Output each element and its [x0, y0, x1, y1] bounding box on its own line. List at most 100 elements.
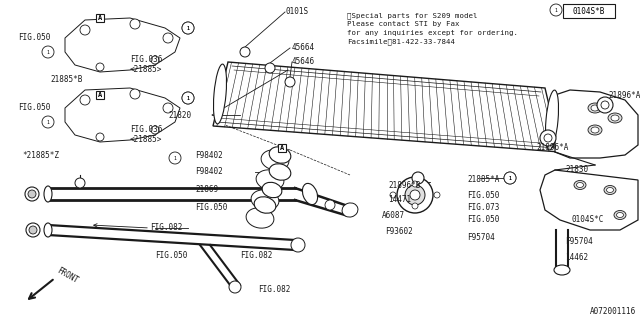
Circle shape	[229, 281, 241, 293]
Text: A: A	[98, 92, 102, 98]
Ellipse shape	[611, 115, 619, 121]
Circle shape	[163, 103, 173, 113]
Text: F95704: F95704	[565, 237, 593, 246]
Ellipse shape	[574, 180, 586, 189]
Text: 0101S: 0101S	[286, 7, 309, 17]
Text: <21885>: <21885>	[130, 135, 163, 145]
Ellipse shape	[545, 90, 559, 150]
Circle shape	[285, 77, 295, 87]
Circle shape	[26, 223, 40, 237]
Text: 45664: 45664	[292, 44, 315, 52]
Text: 1: 1	[47, 50, 49, 54]
Circle shape	[434, 192, 440, 198]
Ellipse shape	[262, 182, 282, 198]
Text: 21885*A: 21885*A	[467, 175, 499, 185]
Circle shape	[80, 95, 90, 105]
Text: FIG.050: FIG.050	[155, 251, 188, 260]
Text: FIG.082: FIG.082	[258, 285, 291, 294]
Text: 45646: 45646	[292, 58, 315, 67]
Circle shape	[601, 101, 609, 109]
Text: F98402: F98402	[195, 150, 223, 159]
Circle shape	[405, 185, 425, 205]
Circle shape	[169, 152, 181, 164]
Text: 21869: 21869	[195, 186, 218, 195]
Circle shape	[130, 89, 140, 99]
Circle shape	[412, 172, 424, 184]
Circle shape	[151, 56, 159, 64]
Ellipse shape	[616, 212, 623, 218]
Circle shape	[182, 92, 194, 104]
Text: 21820: 21820	[169, 110, 192, 119]
Text: A072001116: A072001116	[590, 308, 636, 316]
Text: 21896*B: 21896*B	[388, 180, 420, 189]
Circle shape	[75, 178, 85, 188]
Text: 1: 1	[187, 26, 189, 30]
Text: A: A	[280, 145, 284, 151]
Text: FRONT: FRONT	[55, 266, 79, 286]
Ellipse shape	[588, 125, 602, 135]
Text: F95704: F95704	[467, 234, 495, 243]
Ellipse shape	[214, 64, 227, 124]
Polygon shape	[540, 170, 638, 230]
Text: 1: 1	[173, 156, 177, 161]
Ellipse shape	[303, 183, 317, 204]
Text: 0104S*B: 0104S*B	[573, 6, 605, 15]
Circle shape	[29, 226, 37, 234]
Circle shape	[42, 46, 54, 58]
Circle shape	[25, 187, 39, 201]
Circle shape	[412, 181, 418, 187]
Text: <21885>: <21885>	[130, 66, 163, 75]
Circle shape	[597, 97, 613, 113]
FancyBboxPatch shape	[96, 91, 104, 99]
Circle shape	[410, 190, 420, 200]
Text: 1: 1	[187, 95, 189, 100]
Circle shape	[151, 126, 159, 134]
Text: 0104S*C: 0104S*C	[572, 215, 604, 225]
Ellipse shape	[588, 103, 602, 113]
Circle shape	[550, 4, 562, 16]
Ellipse shape	[254, 197, 276, 213]
Text: FIG.082: FIG.082	[240, 251, 273, 260]
Ellipse shape	[261, 150, 289, 170]
Circle shape	[96, 133, 104, 141]
Ellipse shape	[44, 186, 52, 202]
Text: A: A	[98, 15, 102, 21]
Text: FIG.050: FIG.050	[18, 103, 51, 113]
Text: 1: 1	[187, 26, 189, 30]
FancyBboxPatch shape	[96, 14, 104, 22]
Ellipse shape	[614, 211, 626, 220]
Text: F93602: F93602	[385, 228, 413, 236]
Text: FIG.050: FIG.050	[195, 203, 227, 212]
Text: 21830: 21830	[565, 165, 588, 174]
Text: 14471: 14471	[388, 196, 411, 204]
Ellipse shape	[246, 208, 274, 228]
Ellipse shape	[607, 188, 614, 193]
Circle shape	[163, 33, 173, 43]
Text: FIG.050: FIG.050	[467, 190, 499, 199]
Circle shape	[28, 190, 36, 198]
Circle shape	[96, 63, 104, 71]
Ellipse shape	[591, 105, 599, 111]
Ellipse shape	[269, 147, 291, 163]
Text: 21896*A: 21896*A	[608, 91, 640, 100]
Text: 21896*A: 21896*A	[536, 142, 568, 151]
Circle shape	[80, 25, 90, 35]
Circle shape	[182, 22, 194, 34]
Circle shape	[412, 203, 418, 209]
Polygon shape	[555, 90, 638, 158]
Ellipse shape	[342, 203, 358, 217]
Text: FIG.050: FIG.050	[467, 215, 499, 225]
Ellipse shape	[256, 170, 284, 190]
Text: FIG.073: FIG.073	[467, 204, 499, 212]
Text: 1: 1	[187, 95, 189, 100]
Circle shape	[240, 47, 250, 57]
Circle shape	[42, 116, 54, 128]
Polygon shape	[65, 88, 180, 142]
Text: 1: 1	[509, 175, 511, 180]
Circle shape	[504, 172, 516, 184]
Ellipse shape	[269, 164, 291, 180]
Ellipse shape	[251, 190, 279, 210]
FancyBboxPatch shape	[563, 4, 615, 18]
Circle shape	[397, 177, 433, 213]
Ellipse shape	[577, 182, 584, 188]
